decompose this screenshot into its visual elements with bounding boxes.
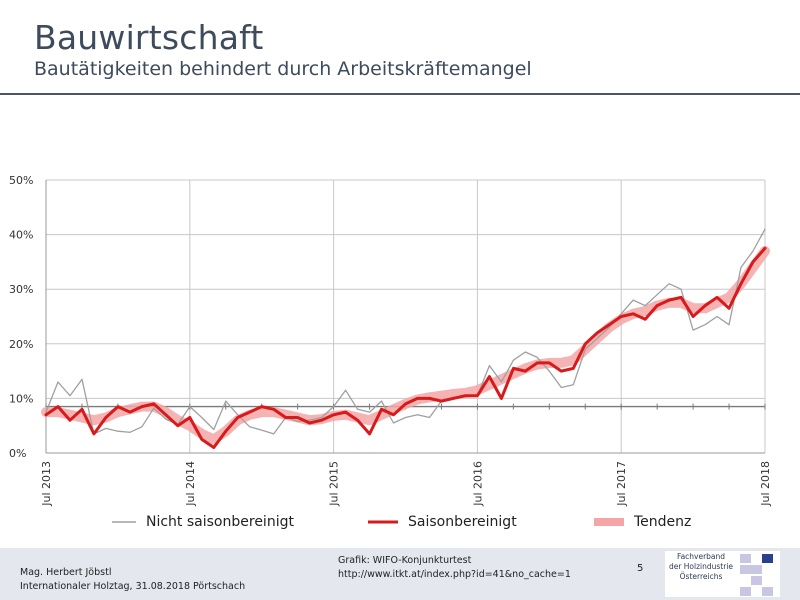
logo-line: der Holzindustrie xyxy=(668,562,734,571)
y-tick-label: 20% xyxy=(9,338,33,351)
logo-block xyxy=(751,576,762,585)
event-line: Internationaler Holztag, 31.08.2018 Pört… xyxy=(20,581,246,592)
y-tick-label: 10% xyxy=(9,392,33,405)
legend-swatch-red-line xyxy=(368,520,398,524)
series-nicht-saisonbereinigt-line xyxy=(45,228,766,435)
logo-line: Österreichs xyxy=(679,572,723,581)
legend-swatch-pink-band xyxy=(594,518,624,526)
logo-block xyxy=(751,565,762,574)
slide-title: Bauwirtschaft xyxy=(34,18,264,57)
x-tick-label: Jul 2013 xyxy=(40,461,53,507)
author-name: Mag. Herbert Jöbstl xyxy=(20,567,112,578)
legend-item-nicht-saisonbereinigt: Nicht saisonbereinigt xyxy=(112,514,294,530)
logo-block xyxy=(762,587,773,596)
x-tick-label: Jul 2014 xyxy=(184,461,197,507)
slide-subtitle: Bautätigkeiten behindert durch Arbeitskr… xyxy=(34,58,532,80)
footer-author: Mag. Herbert Jöbstl Internationaler Holz… xyxy=(20,566,245,594)
legend-label: Nicht saisonbereinigt xyxy=(146,514,294,530)
footer: Mag. Herbert Jöbstl Internationaler Holz… xyxy=(0,548,800,600)
legend-item-saisonbereinigt: Saisonbereinigt xyxy=(368,514,517,530)
page-number: 5 xyxy=(637,563,644,574)
chart-legend: Nicht saisonbereinigt Saisonbereinigt Te… xyxy=(0,514,800,536)
logo-block-accent xyxy=(762,554,773,563)
x-tick-label: Jul 2015 xyxy=(328,461,341,507)
logo-line: Fachverband xyxy=(676,552,726,561)
x-tick-label: Jul 2017 xyxy=(615,461,628,507)
line-chart: 0% 10% 20% 30% 40% 50% Jul 2013 Jul 2014 Jul 201… xyxy=(9,174,772,507)
y-tick-label: 30% xyxy=(9,283,33,296)
x-tick-label: Jul 2018 xyxy=(759,461,772,507)
legend-item-tendenz: Tendenz xyxy=(594,514,691,530)
footer-source: Grafik: WIFO-Konjunkturtest http://www.i… xyxy=(338,554,571,582)
logo-block xyxy=(740,554,751,563)
source-label: Grafik: WIFO-Konjunkturtest xyxy=(338,555,472,566)
y-tick-label: 40% xyxy=(9,229,33,242)
legend-label: Saisonbereinigt xyxy=(408,514,517,530)
x-tick-label: Jul 2016 xyxy=(471,461,484,507)
source-url[interactable]: http://www.itkt.at/index.php?id=41&no_ca… xyxy=(338,569,571,580)
series-tendenz-band xyxy=(41,246,770,445)
legend-label: Tendenz xyxy=(634,514,692,530)
logo-block xyxy=(740,587,751,596)
series-saisonbereinigt-line xyxy=(44,246,767,449)
y-tick-label: 0% xyxy=(9,447,26,460)
logo-text: Fachverband der Holzindustrie Österreich… xyxy=(667,552,735,582)
legend-swatch-gray-line xyxy=(112,521,136,523)
logo-block xyxy=(740,565,751,574)
title-divider xyxy=(0,93,800,95)
y-tick-label: 50% xyxy=(9,174,33,187)
fachverband-logo: Fachverband der Holzindustrie Österreich… xyxy=(665,551,780,597)
